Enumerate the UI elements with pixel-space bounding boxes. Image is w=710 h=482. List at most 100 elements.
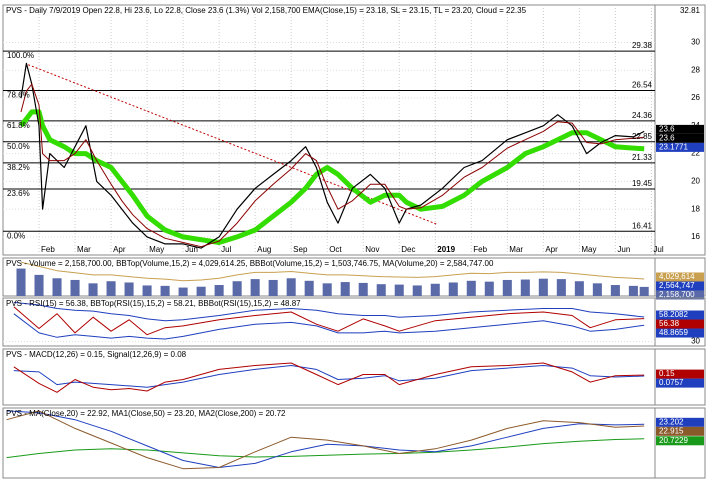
x-tick-label: Aug xyxy=(257,245,271,254)
volume-bar xyxy=(592,283,602,296)
panel-header: PVS - MA(Close,20) = 22.92, MA1(Close,50… xyxy=(6,409,286,418)
series-line xyxy=(20,261,645,282)
fib-pct-label: 0.0% xyxy=(7,231,25,240)
x-tick-label: May xyxy=(149,245,164,254)
volume-bar xyxy=(214,285,224,296)
panel-frame xyxy=(2,257,706,297)
volume-bar xyxy=(142,285,152,296)
x-tick-label: Feb xyxy=(41,245,55,254)
fib-pct-label: 100.0% xyxy=(7,51,34,60)
value-box-label: 58.2082 xyxy=(659,310,688,319)
value-box xyxy=(656,328,704,338)
series-line xyxy=(19,109,645,245)
x-tick-label: May xyxy=(581,245,596,254)
y-tick-label: 30 xyxy=(691,337,700,346)
value-box xyxy=(656,124,704,134)
value-box-label: 23.202 xyxy=(659,417,684,426)
fib-value-label: 22.85 xyxy=(632,132,653,141)
volume-bar xyxy=(628,285,638,296)
volume-bar xyxy=(412,285,422,296)
fib-value-label: 29.38 xyxy=(632,41,653,50)
value-box xyxy=(656,281,704,291)
volume-bar xyxy=(286,278,296,296)
volume-bar xyxy=(394,284,404,296)
series-line xyxy=(6,438,645,459)
volume-bar xyxy=(160,285,170,296)
volume-bar xyxy=(70,279,80,296)
value-box-label: 56.38 xyxy=(659,319,680,328)
value-box-label: 20.7229 xyxy=(659,436,688,445)
x-tick-label: Jul xyxy=(221,245,231,254)
y-tick-label: 26 xyxy=(691,93,700,102)
series-line xyxy=(6,410,645,470)
value-box xyxy=(656,378,704,388)
fib-value-label: 26.54 xyxy=(632,81,653,90)
series-line xyxy=(20,62,645,249)
y-tick-label: 16 xyxy=(691,232,700,241)
value-box-label: 0.0757 xyxy=(659,378,684,387)
high-label: 32.81 xyxy=(680,6,701,15)
x-tick-label: Oct xyxy=(329,245,342,254)
y-tick-label: 22 xyxy=(691,149,700,158)
panel-header: PVS - MACD(12,26) = 0.15, Signal(12,26,9… xyxy=(6,350,187,359)
value-box-label: 2,564,747 xyxy=(659,281,695,290)
value-box-label: 48.8659 xyxy=(659,328,688,337)
trendline xyxy=(28,64,438,225)
value-box xyxy=(656,290,704,300)
plot-area xyxy=(3,301,655,343)
fib-pct-label: 38.2% xyxy=(7,163,30,172)
volume-bar xyxy=(376,284,386,296)
x-tick-label: Apr xyxy=(113,245,126,254)
value-box xyxy=(656,426,704,436)
volume-bar xyxy=(124,282,134,296)
x-tick-label: Feb xyxy=(473,245,487,254)
fib-value-label: 24.36 xyxy=(632,111,653,120)
series-line xyxy=(13,362,645,393)
fib-value-label: 21.33 xyxy=(632,153,653,162)
x-tick-label: Jun xyxy=(617,245,630,254)
x-tick-label: Mar xyxy=(509,245,523,254)
value-box-label: 23.6 xyxy=(659,133,675,142)
value-box-label: 4,029,614 xyxy=(659,272,695,281)
panel-frame xyxy=(2,297,706,347)
series-line xyxy=(13,365,645,388)
value-box xyxy=(656,319,704,329)
x-tick-label: Sep xyxy=(293,245,308,254)
volume-bar xyxy=(178,287,188,296)
value-box xyxy=(656,417,704,427)
panel-header: PVS - Daily 7/9/2019 Open 22.8, Hi 23.6,… xyxy=(6,6,527,15)
value-box-label: 0.15 xyxy=(659,369,675,378)
plot-area xyxy=(6,410,645,470)
value-box xyxy=(656,133,704,143)
x-tick-label: Jul xyxy=(653,245,663,254)
plot-area xyxy=(16,261,649,296)
volume-bar xyxy=(106,281,116,296)
volume-bar xyxy=(556,279,566,296)
value-box-label: 22.915 xyxy=(659,426,684,435)
plot-area xyxy=(13,362,645,393)
fib-pct-label: 61.8% xyxy=(7,121,30,130)
series-line xyxy=(13,301,645,322)
series-line xyxy=(6,410,645,468)
volume-bar xyxy=(16,268,26,296)
volume-bar xyxy=(322,283,332,296)
panel-header: PVS - RSI(15) = 56.38, BBTop(RSI(15),15,… xyxy=(6,299,301,308)
y-tick-label: 28 xyxy=(691,65,700,74)
volume-bar xyxy=(639,286,649,296)
y-tick-label: 30 xyxy=(691,38,700,47)
panel-frame xyxy=(2,348,706,406)
volume-bar xyxy=(34,274,44,296)
value-box xyxy=(656,142,704,152)
value-box xyxy=(656,369,704,379)
volume-bar xyxy=(520,279,530,296)
value-box-label: 23.1771 xyxy=(659,142,688,151)
volume-bar xyxy=(232,281,242,296)
value-box xyxy=(656,436,704,446)
volume-bar xyxy=(250,279,260,296)
volume-bar xyxy=(538,278,548,296)
series-line xyxy=(13,313,645,340)
x-tick-label: 2019 xyxy=(437,245,455,254)
volume-bar xyxy=(268,279,278,296)
